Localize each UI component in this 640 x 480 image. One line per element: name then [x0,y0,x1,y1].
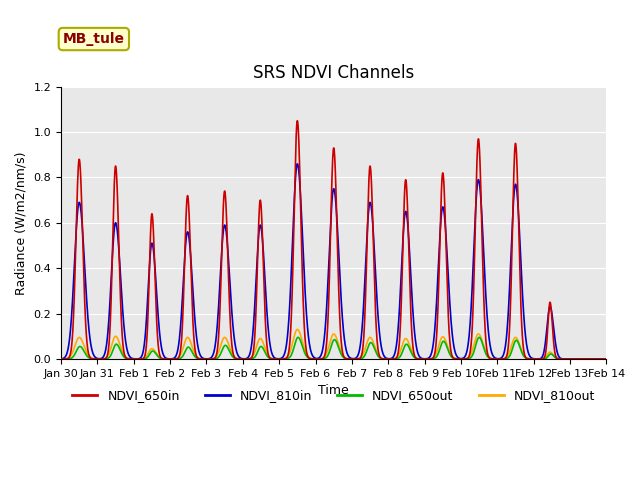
NDVI_810in [266,343,274,348]
NDVI_810in [592,356,600,362]
NDVI_650out [592,356,600,362]
NDVI_810out [592,356,600,362]
NDVI_810out [294,326,301,332]
NDVI_650in [266,355,274,361]
NDVI_810in [290,209,298,215]
NDVI_810out [602,356,610,362]
NDVI_650out [533,356,541,362]
NDVI_650out [290,345,298,351]
NDVI_810out [120,350,127,356]
NDVI_810out [266,355,274,360]
NDVI_650in [290,226,298,231]
Line: NDVI_650in: NDVI_650in [61,121,606,359]
NDVI_810in [120,314,127,320]
NDVI_650in [294,118,301,124]
NDVI_650in [152,291,159,297]
NDVI_650in [120,344,127,350]
NDVI_810out [533,356,541,362]
NDVI_650in [602,356,610,362]
NDVI_810in [57,356,65,362]
NDVI_650out [602,356,610,362]
NDVI_810in [602,356,610,362]
NDVI_650in [57,356,65,362]
NDVI_650out [266,356,274,361]
Title: SRS NDVI Channels: SRS NDVI Channels [253,64,414,83]
NDVI_810out [290,335,298,341]
NDVI_810in [152,274,159,279]
NDVI_650out [120,353,127,359]
NDVI_650in [533,356,541,362]
NDVI_810out [57,356,65,362]
X-axis label: Time: Time [318,384,349,397]
Line: NDVI_810out: NDVI_810out [61,329,606,359]
NDVI_650out [476,335,483,340]
NDVI_810out [152,349,159,355]
Line: NDVI_650out: NDVI_650out [61,337,606,359]
NDVI_650out [57,356,65,362]
NDVI_810in [294,161,301,167]
Legend: NDVI_650in, NDVI_810in, NDVI_650out, NDVI_810out: NDVI_650in, NDVI_810in, NDVI_650out, NDV… [67,384,600,407]
NDVI_810in [533,356,541,362]
NDVI_650out [152,350,159,356]
Line: NDVI_810in: NDVI_810in [61,164,606,359]
Text: MB_tule: MB_tule [63,32,125,46]
Y-axis label: Radiance (W/m2/nm/s): Radiance (W/m2/nm/s) [15,151,28,295]
NDVI_650in [592,356,600,362]
